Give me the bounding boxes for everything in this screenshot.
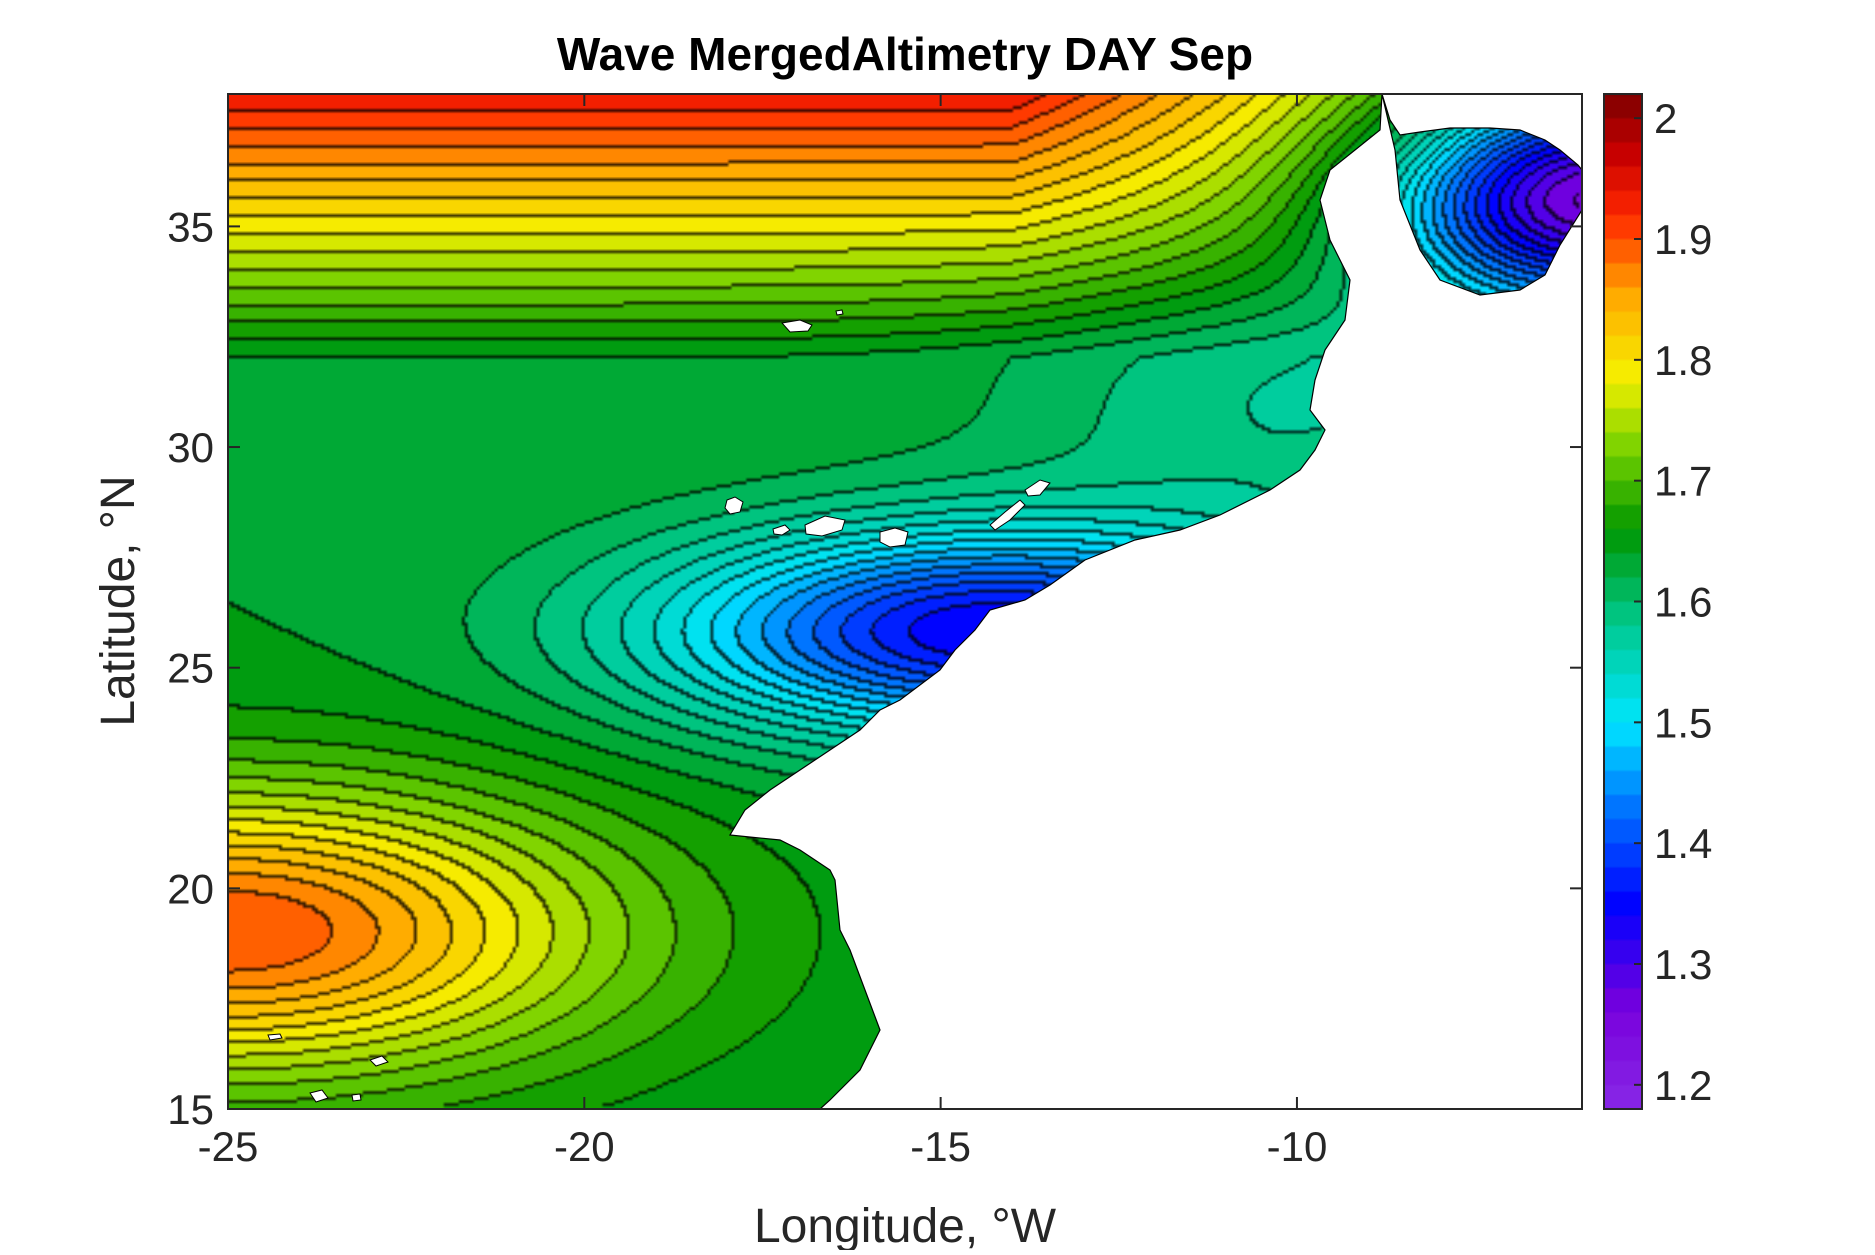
colorbar-tick-label: 1.6 (1654, 579, 1712, 626)
colorbar-tick-label: 1.4 (1654, 820, 1712, 867)
y-tick-label: 15 (167, 1086, 214, 1133)
x-tick-label: -15 (910, 1123, 971, 1170)
islands (267, 309, 1051, 1103)
plot-area (227, 93, 1583, 1110)
x-axis: -25 -20 -15 -10 (198, 94, 1328, 1170)
y-tick-label: 35 (167, 203, 214, 250)
island-cape-verde-3 (267, 1033, 283, 1041)
colorbar-tick-label: 1.5 (1654, 699, 1712, 746)
colorbar-tick-label: 1.2 (1654, 1062, 1712, 1109)
island-tenerife (804, 515, 846, 537)
colorbar-tick-label: 2 (1654, 95, 1677, 142)
y-tick-label: 20 (167, 865, 214, 912)
island-porto-santo (835, 309, 844, 316)
chart-title: Wave MergedAltimetry DAY Sep (557, 28, 1253, 80)
island-la-palma (724, 496, 744, 515)
plot-frame (227, 93, 1583, 1110)
island-gran-canaria (879, 527, 909, 548)
island-fuerteventura (989, 499, 1026, 531)
land-mask (728, 94, 1582, 1109)
island-cape-verde-1 (369, 1055, 389, 1067)
colorbar-tick-label: 1.8 (1654, 337, 1712, 384)
island-lanzarote (1024, 479, 1051, 497)
y-tick-label: 25 (167, 645, 214, 692)
x-tick-label: -10 (1267, 1123, 1328, 1170)
y-tick-label: 30 (167, 424, 214, 471)
colorbar-ticks: 1.2 1.3 1.4 1.5 1.6 1.7 1.8 1.9 2 (1634, 95, 1712, 1109)
island-madeira (781, 319, 813, 333)
colorbar: 1.2 1.3 1.4 1.5 1.6 1.7 1.8 1.9 2 (1603, 93, 1712, 1110)
colorbar-tick-label: 1.9 (1654, 216, 1712, 263)
x-tick-label: -25 (198, 1123, 259, 1170)
island-la-gomera (772, 524, 791, 536)
x-axis-label: Longitude, °W (754, 1200, 1057, 1250)
y-axis: 15 20 25 30 35 (167, 203, 1582, 1133)
colorbar-tick-label: 1.3 (1654, 941, 1712, 988)
island-cape-verde-2 (309, 1089, 329, 1103)
island-cape-verde-4 (351, 1093, 362, 1102)
african-coast (728, 94, 1582, 1109)
y-axis-label: Latitude, °N (92, 475, 145, 726)
x-tick-label: -20 (554, 1123, 615, 1170)
colorbar-tick-label: 1.7 (1654, 458, 1712, 505)
iberian-coast (1381, 94, 1582, 171)
